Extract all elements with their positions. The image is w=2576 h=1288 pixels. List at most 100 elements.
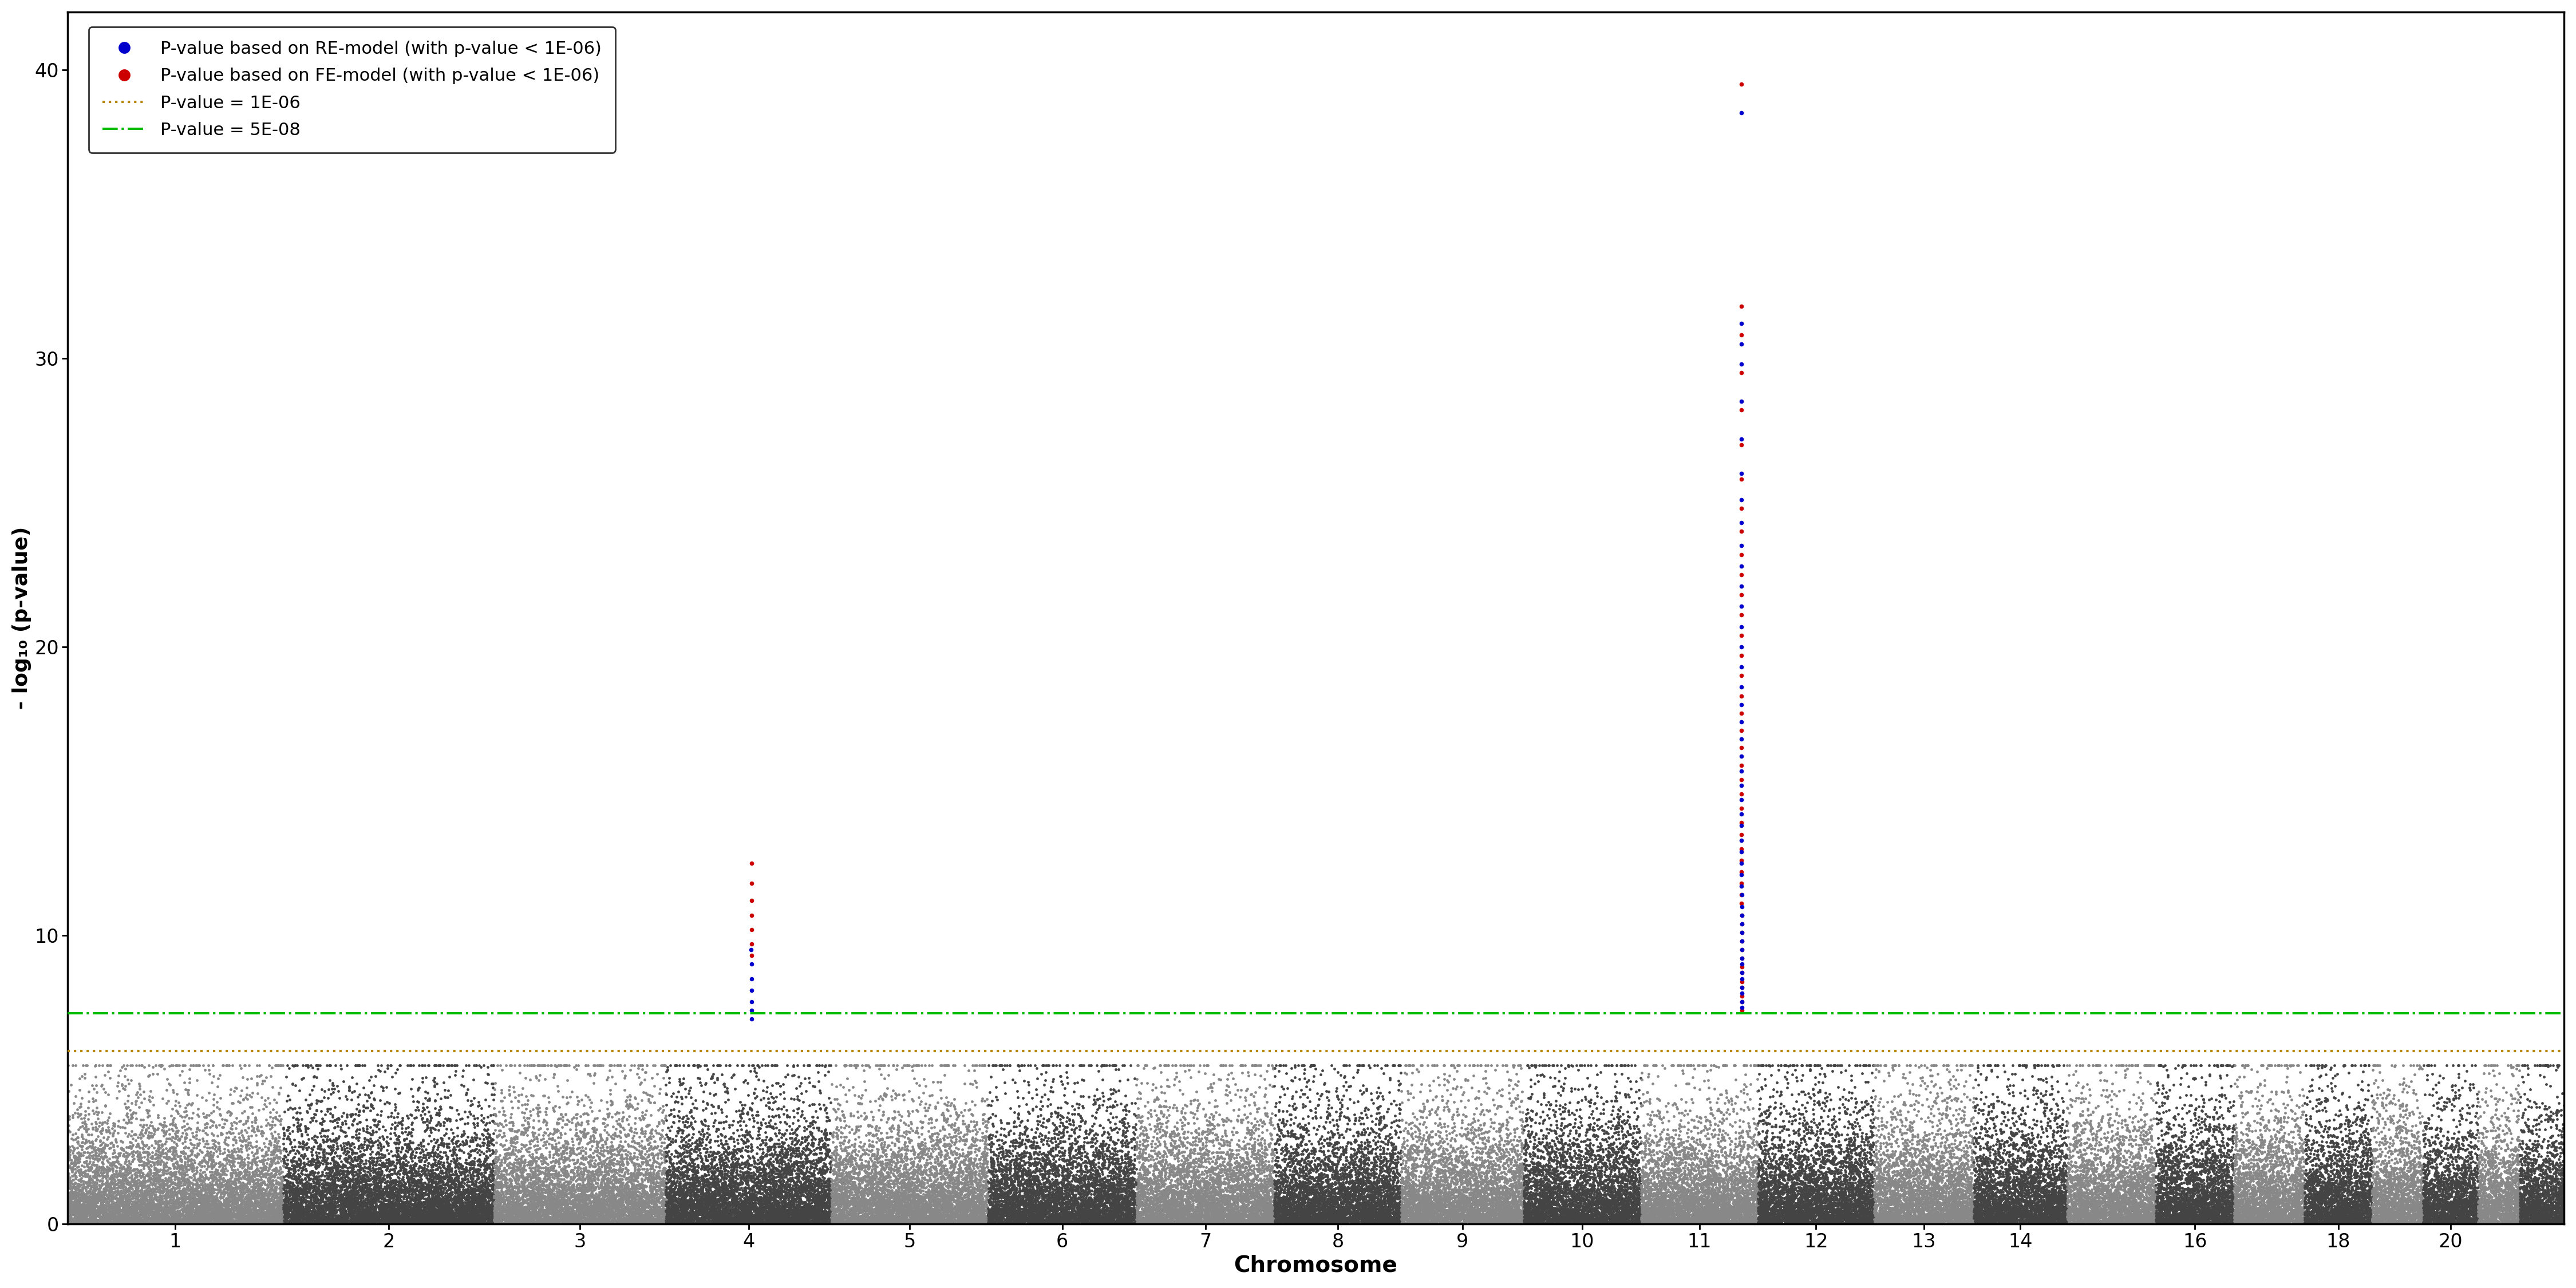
Point	[1942, 1188, 1984, 1208]
Point	[118, 1175, 160, 1195]
Point	[368, 1199, 410, 1220]
Point	[2458, 1190, 2499, 1211]
Point	[2102, 1185, 2143, 1206]
Point	[896, 1133, 938, 1154]
Point	[1618, 1158, 1659, 1179]
Point	[2014, 1195, 2056, 1216]
Point	[1208, 1212, 1249, 1233]
Point	[538, 1197, 580, 1217]
Point	[1020, 1211, 1061, 1231]
Point	[2251, 1208, 2293, 1229]
Point	[1151, 1206, 1193, 1226]
Point	[376, 1163, 417, 1184]
Point	[198, 1175, 240, 1195]
Point	[515, 1157, 556, 1177]
Point	[1641, 1200, 1682, 1221]
Point	[376, 1194, 417, 1215]
Point	[1430, 1206, 1471, 1226]
Point	[2455, 1173, 2496, 1194]
Point	[1793, 1208, 1834, 1229]
Point	[1589, 1182, 1631, 1203]
Point	[1038, 1055, 1079, 1075]
Point	[2326, 1199, 2367, 1220]
Point	[726, 1195, 768, 1216]
Point	[100, 1194, 142, 1215]
Point	[201, 1142, 242, 1163]
Point	[1303, 1213, 1345, 1234]
Point	[379, 1113, 420, 1133]
Point	[1571, 1208, 1613, 1229]
Point	[2174, 1167, 2215, 1188]
Point	[1144, 1149, 1185, 1170]
Point	[54, 1182, 95, 1203]
Point	[1311, 1159, 1352, 1180]
Point	[994, 1195, 1036, 1216]
Point	[2532, 1158, 2573, 1179]
Point	[1443, 1188, 1484, 1208]
Point	[1819, 1213, 1860, 1234]
Point	[2159, 1198, 2200, 1218]
Point	[2295, 1209, 2336, 1230]
Point	[291, 1204, 332, 1225]
Point	[1211, 1204, 1252, 1225]
Point	[580, 1206, 621, 1226]
Point	[209, 1186, 250, 1207]
Point	[214, 1185, 255, 1206]
Point	[273, 1121, 314, 1141]
Point	[90, 1197, 131, 1217]
Point	[1023, 1182, 1064, 1203]
Point	[837, 1181, 878, 1202]
Point	[1682, 1207, 1723, 1227]
Point	[1924, 1199, 1965, 1220]
Point	[2184, 1203, 2226, 1224]
Point	[1770, 1212, 1811, 1233]
Point	[657, 1105, 698, 1126]
Point	[322, 1206, 363, 1226]
Point	[848, 1206, 889, 1226]
Point	[595, 1193, 636, 1213]
Point	[289, 1170, 330, 1190]
Point	[1182, 1172, 1224, 1193]
Point	[1406, 1172, 1448, 1193]
Point	[2470, 1206, 2512, 1226]
Point	[621, 1148, 662, 1168]
Point	[2360, 1172, 2401, 1193]
Point	[1298, 1209, 1340, 1230]
Point	[502, 1146, 544, 1167]
Point	[956, 1206, 997, 1226]
Point	[1288, 1193, 1329, 1213]
Point	[1012, 1149, 1054, 1170]
Point	[1597, 1200, 1638, 1221]
Point	[1662, 1199, 1703, 1220]
Point	[1793, 1164, 1834, 1185]
Point	[1252, 1177, 1293, 1198]
Point	[1206, 1211, 1247, 1231]
Point	[945, 1167, 987, 1188]
Point	[1455, 1112, 1497, 1132]
Point	[2087, 1203, 2128, 1224]
Point	[268, 1163, 309, 1184]
Point	[2089, 1197, 2130, 1217]
Point	[781, 1073, 822, 1094]
Point	[2439, 1159, 2481, 1180]
Point	[296, 1148, 337, 1168]
Point	[1896, 1166, 1937, 1186]
Point	[1061, 1167, 1103, 1188]
Point	[902, 1193, 943, 1213]
Point	[152, 1173, 193, 1194]
Point	[2223, 1213, 2264, 1234]
Point	[255, 1159, 296, 1180]
Point	[134, 1194, 175, 1215]
Point	[1597, 1082, 1638, 1103]
Point	[2215, 1191, 2257, 1212]
Point	[2432, 1171, 2473, 1191]
Point	[719, 1209, 760, 1230]
Point	[1489, 1209, 1530, 1230]
Point	[814, 1100, 855, 1121]
Point	[914, 1139, 956, 1159]
Point	[1345, 1180, 1386, 1200]
Point	[440, 1154, 482, 1175]
Point	[1553, 1212, 1595, 1233]
Point	[1582, 1158, 1623, 1179]
Point	[1321, 1204, 1363, 1225]
